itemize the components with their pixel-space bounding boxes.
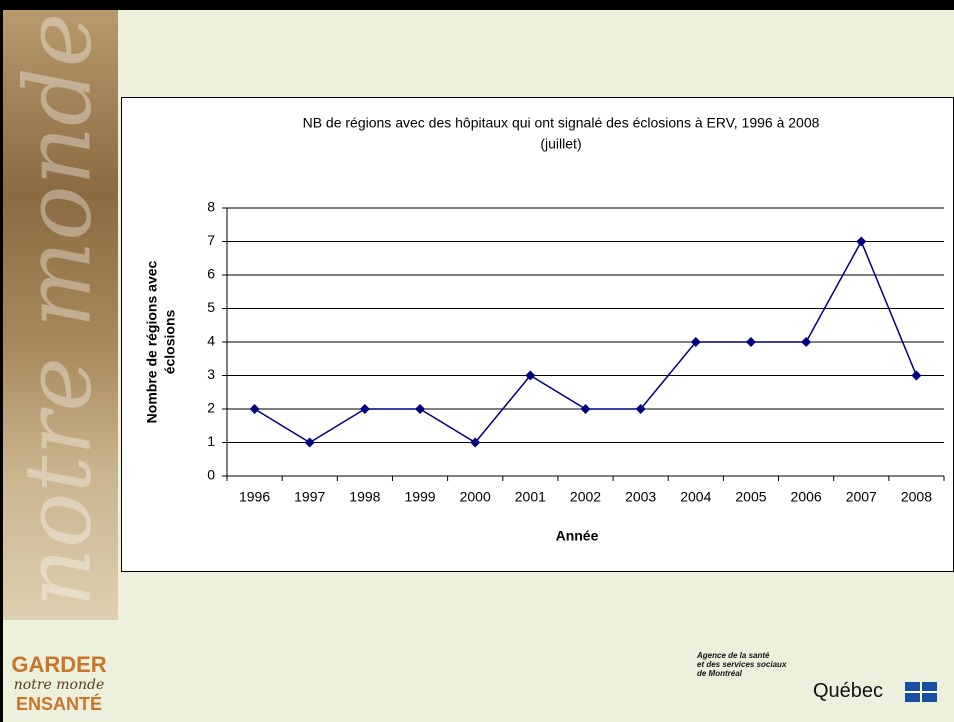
x-tick-label: 2003 [625, 489, 656, 505]
x-tick-label: 2004 [680, 489, 711, 505]
x-tick-label: 2007 [846, 489, 877, 505]
data-point [911, 370, 922, 381]
data-point [690, 337, 701, 347]
sidebar-text: notre monde [4, 12, 112, 608]
chart-title: (juillet) [540, 136, 581, 152]
x-tick-label: 2001 [515, 489, 546, 505]
x-tick-label: 2000 [460, 489, 491, 505]
data-point [304, 437, 315, 448]
y-axis-label: Nombre de régions avec éclosions [144, 260, 178, 423]
y-tick-label: 0 [207, 467, 215, 483]
data-point [856, 236, 867, 247]
y-axis-label-line: éclosions [162, 310, 178, 375]
sidebar [3, 10, 118, 620]
y-axis-label-line: Nombre de régions avec [144, 260, 160, 423]
data-point [745, 337, 756, 347]
agency-line: et des services sociaux [697, 660, 787, 669]
x-tick-label: 1999 [404, 489, 435, 505]
y-tick-label: 2 [207, 400, 215, 416]
x-tick-label: 2006 [791, 489, 822, 505]
x-tick-label: 1996 [239, 489, 270, 505]
agency-line: de Montréal [697, 669, 742, 678]
y-tick-label: 3 [207, 366, 215, 382]
y-tick-label: 1 [207, 433, 215, 449]
chart-frame [121, 97, 954, 572]
x-axis-label: Année [556, 528, 599, 544]
x-tick-label: 2002 [570, 489, 601, 505]
data-point [635, 404, 646, 414]
data-point [415, 404, 426, 414]
data-point [359, 404, 370, 414]
x-tick-label: 1997 [294, 489, 325, 505]
x-tick-label: 1998 [349, 489, 380, 505]
y-tick-label: 7 [207, 232, 215, 248]
chart-title: NB de régions avec des hôpitaux qui ont … [303, 115, 820, 131]
y-tick-label: 5 [207, 299, 215, 315]
data-point [801, 337, 812, 347]
chart: NB de régions avec des hôpitaux qui ont … [121, 97, 954, 572]
y-tick-label: 6 [207, 266, 215, 282]
data-point [470, 437, 481, 448]
agency-line: Agence de la santé [697, 651, 770, 660]
data-point [525, 370, 536, 381]
x-tick-label: 2008 [901, 489, 932, 505]
flag [905, 682, 937, 702]
data-point [580, 404, 591, 414]
y-tick-label: 8 [207, 199, 215, 215]
x-tick-label: 2005 [735, 489, 766, 505]
data-point [249, 404, 260, 414]
logo-line: GARDER [11, 652, 107, 677]
logo-line: ENSANTÉ [15, 694, 102, 714]
agency-name: Québec [813, 680, 884, 702]
logo-line: notre monde [13, 677, 105, 693]
y-tick-label: 4 [207, 333, 215, 349]
